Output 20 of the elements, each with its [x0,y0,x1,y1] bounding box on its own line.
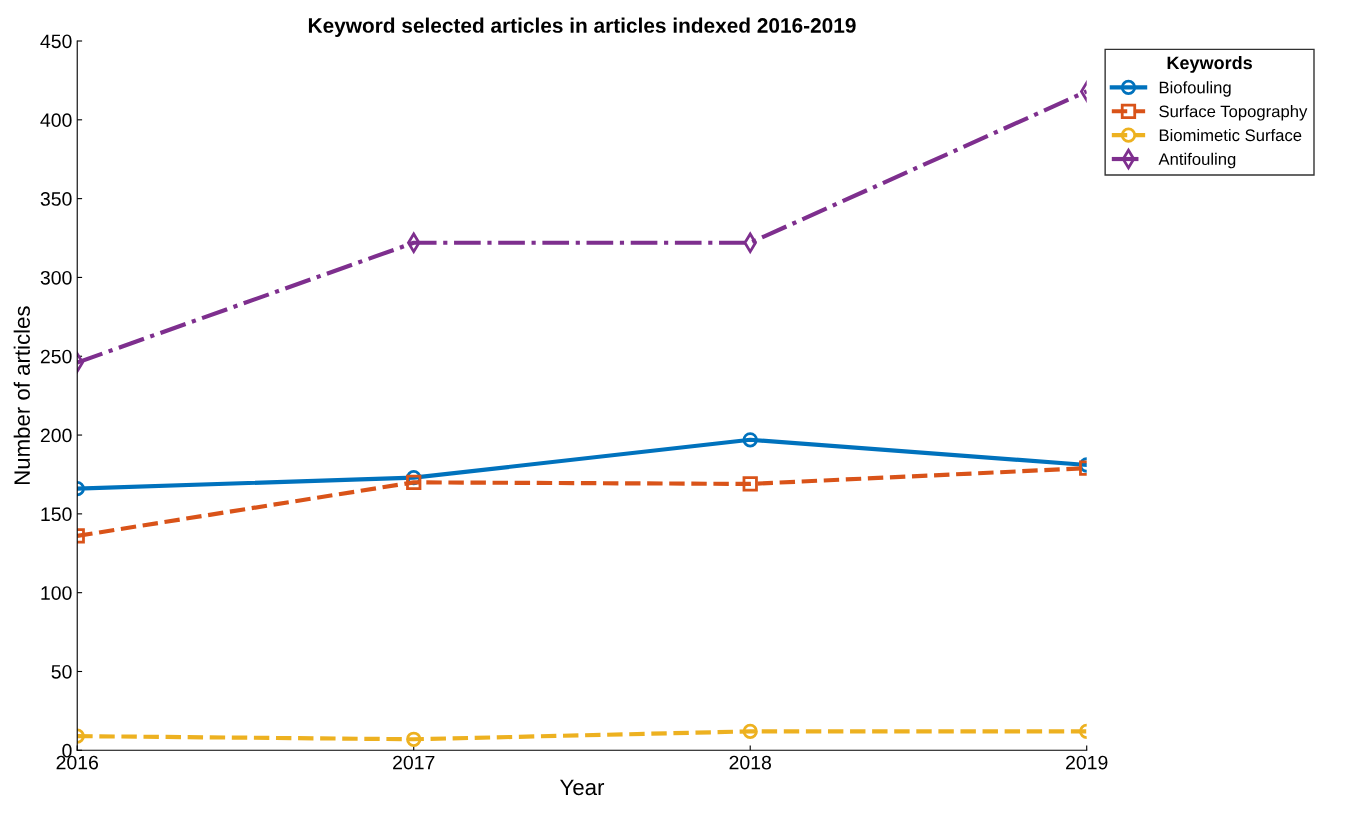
y-tick-label: 350 [40,192,72,206]
legend-title: Keywords [1167,56,1252,73]
y-tick-label: 100 [41,586,72,600]
y-tick-label: 400 [40,113,72,128]
y-axis-title: Number of articles [13,306,30,484]
x-tick-label: 2017 [393,755,435,770]
x-tick-label: 2018 [729,755,771,770]
legend-label: Antifouling [1158,152,1236,169]
y-tick-label: 200 [40,428,72,443]
chart-title: Keyword selected articles in articles indexed 2016-2019 [308,17,856,37]
y-tick-label: 150 [41,507,72,522]
y-tick-label: 300 [40,270,72,285]
legend-label: Surface Topography [1159,105,1308,121]
x-axis-title: Year [560,779,605,796]
legend-label: Biofouling [1159,81,1231,97]
legend-label: Biomimetic Surface [1159,128,1302,142]
y-tick-label: 50 [51,664,72,679]
x-tick-label: 2019 [1066,755,1108,770]
y-tick-label: 250 [40,349,72,364]
y-tick-label: 450 [40,34,72,49]
